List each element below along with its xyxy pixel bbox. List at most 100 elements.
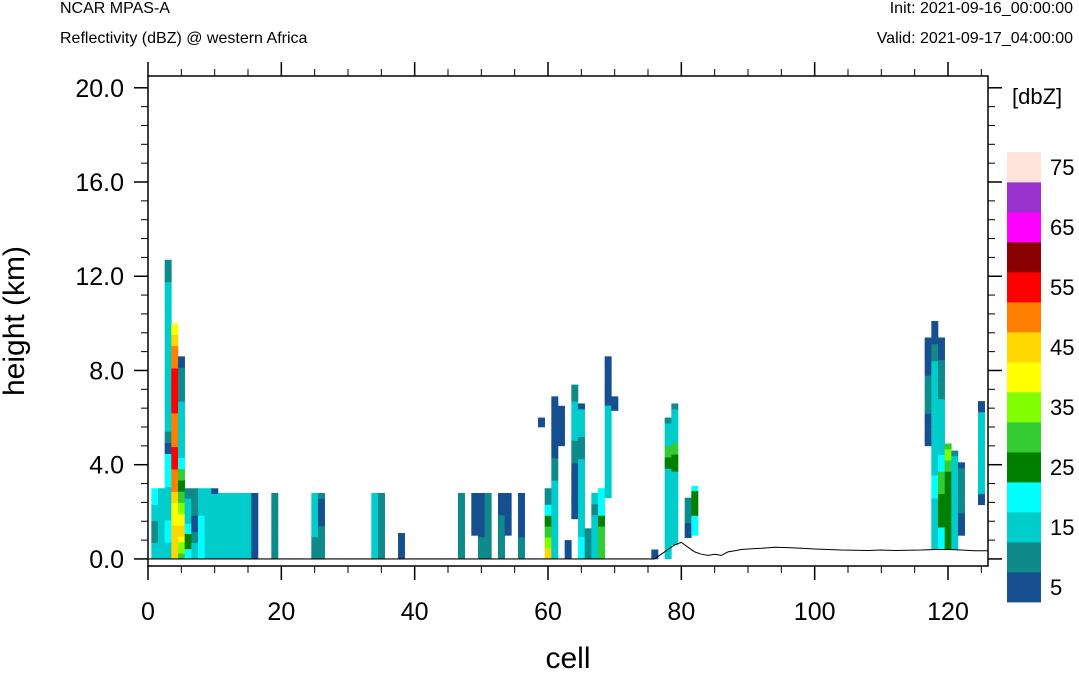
- reflectivity-cell: [671, 522, 679, 529]
- reflectivity-cell: [151, 488, 159, 494]
- reflectivity-cell: [551, 446, 559, 453]
- reflectivity-cell: [171, 514, 179, 520]
- reflectivity-cell: [224, 542, 232, 549]
- reflectivity-cell: [158, 542, 165, 549]
- reflectivity-cell: [578, 481, 585, 488]
- reflectivity-cell: [944, 460, 952, 467]
- reflectivity-cell: [571, 401, 579, 408]
- reflectivity-cell: [164, 281, 172, 288]
- reflectivity-cell: [671, 505, 679, 512]
- reflectivity-cell: [571, 451, 579, 458]
- reflectivity-cell: [151, 499, 159, 505]
- reflectivity-cell: [664, 474, 672, 481]
- reflectivity-cell: [664, 457, 672, 464]
- reflectivity-cell: [551, 418, 559, 425]
- reflectivity-cell: [198, 548, 205, 554]
- reflectivity-cell: [171, 530, 179, 537]
- reflectivity-cell: [944, 471, 952, 478]
- reflectivity-cell: [518, 509, 525, 516]
- reflectivity-cell: [378, 492, 385, 499]
- reflectivity-cell: [378, 553, 385, 560]
- reflectivity-cell: [944, 443, 952, 450]
- y-tick-label: 4.0: [89, 452, 124, 480]
- reflectivity-cell: [211, 537, 219, 543]
- y-tick-label: 8.0: [89, 357, 124, 385]
- reflectivity-cell: [171, 452, 179, 459]
- reflectivity-cell: [684, 512, 692, 519]
- reflectivity-cell: [931, 326, 939, 333]
- reflectivity-cell: [178, 406, 185, 413]
- reflectivity-cell: [571, 390, 579, 397]
- reflectivity-cell: [931, 463, 939, 470]
- reflectivity-cell: [164, 265, 172, 272]
- reflectivity-cell: [558, 422, 565, 429]
- reflectivity-cell: [471, 492, 479, 499]
- x-tick-label: 100: [794, 598, 836, 626]
- x-tick-label: 20: [267, 598, 295, 626]
- reflectivity-cell: [671, 488, 679, 495]
- reflectivity-cell: [924, 424, 932, 430]
- reflectivity-cell: [651, 549, 659, 555]
- reflectivity-cell: [198, 510, 205, 516]
- reflectivity-cell: [591, 536, 599, 543]
- reflectivity-cell: [544, 493, 552, 500]
- reflectivity-cell: [931, 412, 939, 419]
- reflectivity-cell: [478, 547, 485, 554]
- reflectivity-cell: [931, 378, 939, 385]
- reflectivity-cell: [578, 425, 585, 432]
- reflectivity-cell: [371, 542, 379, 549]
- reflectivity-cell: [924, 386, 932, 392]
- reflectivity-cell: [664, 479, 672, 486]
- reflectivity-cell: [211, 520, 219, 527]
- reflectivity-cell: [378, 525, 385, 532]
- reflectivity-cell: [371, 520, 379, 527]
- reflectivity-cell: [271, 503, 279, 510]
- reflectivity-cell: [151, 537, 159, 543]
- reflectivity-cell: [504, 503, 512, 510]
- reflectivity-cell: [158, 488, 165, 494]
- reflectivity-cell: [164, 409, 172, 416]
- reflectivity-cell: [171, 474, 179, 481]
- reflectivity-cell: [604, 361, 612, 368]
- reflectivity-cell: [164, 509, 172, 515]
- reflectivity-cell: [691, 520, 699, 526]
- reflectivity-cell: [591, 553, 599, 560]
- reflectivity-cell: [158, 548, 165, 554]
- reflectivity-cell: [178, 423, 185, 430]
- reflectivity-cell: [604, 454, 612, 460]
- reflectivity-cell: [478, 520, 485, 527]
- reflectivity-cell: [244, 536, 252, 543]
- reflectivity-cell: [551, 430, 559, 436]
- reflectivity-cell: [671, 465, 679, 472]
- reflectivity-cell: [318, 509, 325, 516]
- reflectivity-cell: [151, 548, 159, 554]
- reflectivity-cell: [164, 459, 172, 466]
- reflectivity-cell: [164, 470, 172, 477]
- reflectivity-cell: [204, 515, 212, 522]
- reflectivity-cell: [218, 498, 225, 505]
- reflectivity-cell: [604, 432, 612, 439]
- reflectivity-cell: [271, 525, 279, 532]
- reflectivity-cell: [931, 372, 939, 379]
- reflectivity-cell: [184, 503, 192, 509]
- reflectivity-cell: [224, 503, 232, 510]
- reflectivity-cell: [178, 491, 185, 498]
- reflectivity-cell: [551, 536, 559, 543]
- reflectivity-cell: [671, 414, 679, 421]
- reflectivity-cell: [598, 526, 605, 533]
- reflectivity-cell: [958, 507, 965, 514]
- colorbar-swatch: [1007, 302, 1041, 333]
- reflectivity-cells: [151, 259, 985, 560]
- reflectivity-cell: [471, 503, 479, 510]
- y-tick-label: 16.0: [75, 169, 124, 197]
- colorbar-swatch: [1007, 392, 1041, 423]
- reflectivity-cell: [598, 542, 605, 549]
- reflectivity-cell: [251, 492, 259, 499]
- reflectivity-cell: [238, 531, 245, 538]
- reflectivity-cell: [571, 423, 579, 430]
- reflectivity-cell: [938, 421, 945, 428]
- reflectivity-cell: [378, 514, 385, 521]
- reflectivity-cell: [311, 542, 319, 549]
- reflectivity-cell: [184, 553, 192, 560]
- reflectivity-cell: [938, 410, 945, 416]
